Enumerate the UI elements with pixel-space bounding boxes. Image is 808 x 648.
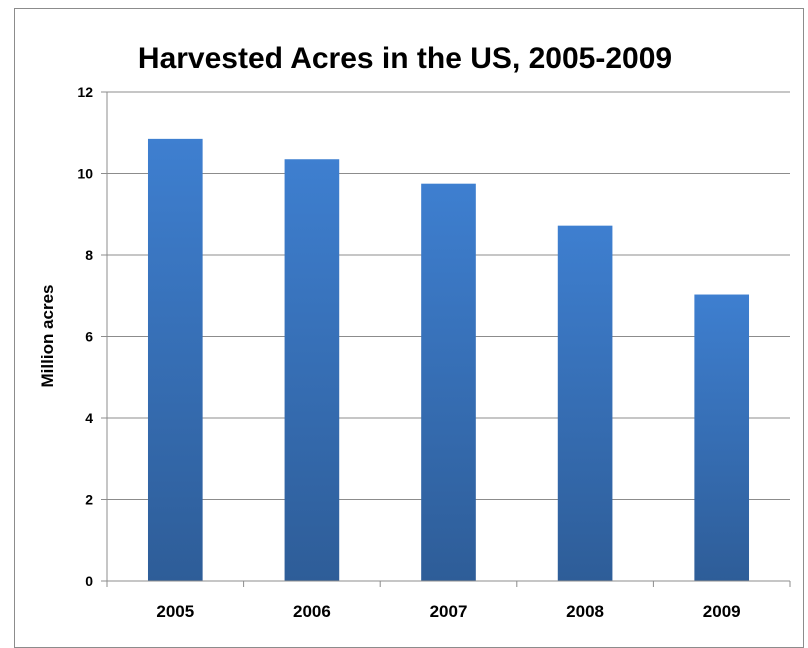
x-tick-labels: 2005 2006 2007 2008 2009 <box>156 602 740 621</box>
bar-2005 <box>147 138 203 582</box>
y-tick-label: 0 <box>85 573 93 589</box>
chart-frame <box>14 8 804 648</box>
bar-2008 <box>557 225 613 581</box>
x-tick-label: 2008 <box>566 602 604 621</box>
x-tick-label: 2005 <box>156 602 194 621</box>
x-tick-label: 2009 <box>703 602 741 621</box>
x-tick-label: 2006 <box>293 602 331 621</box>
y-tick-label: 4 <box>85 410 93 426</box>
y-tick-label: 10 <box>77 166 93 182</box>
y-tick-labels: 0 2 4 6 8 10 12 <box>77 84 107 589</box>
y-tick-label: 6 <box>85 329 93 345</box>
x-tick-label: 2007 <box>430 602 468 621</box>
chart-title: Harvested Acres in the US, 2005-2009 <box>138 42 672 75</box>
y-tick-label: 2 <box>85 492 93 508</box>
bar-2009 <box>694 294 750 581</box>
bar-2006 <box>284 159 340 582</box>
y-axis-label: Million acres <box>38 285 57 388</box>
gridlines <box>107 91 790 500</box>
bar-chart: Harvested Acres in the US, 2005-2009 0 2 4… <box>38 42 791 621</box>
bars <box>147 138 750 582</box>
bar-2007 <box>421 183 476 581</box>
y-tick-label: 8 <box>85 247 93 263</box>
y-tick-label: 12 <box>77 84 93 100</box>
